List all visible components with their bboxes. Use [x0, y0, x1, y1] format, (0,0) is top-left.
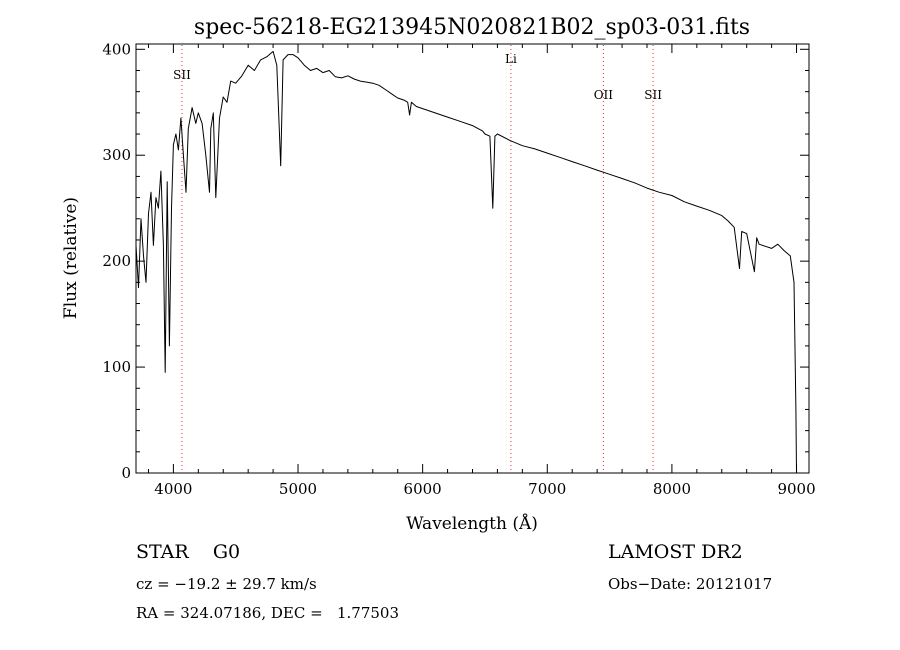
survey-name: LAMOST DR2: [608, 541, 743, 563]
chart-title: spec-56218-EG213945N020821B02_sp03-031.f…: [194, 15, 750, 40]
y-tick-label: 200: [102, 252, 131, 270]
redshift-velocity: cz = −19.2 ± 29.7 km/s: [136, 575, 317, 593]
object-class: STAR G0: [136, 541, 241, 563]
y-tick-label: 100: [102, 358, 131, 376]
x-tick-label: 4000: [154, 480, 192, 498]
spectrum-line-0: [135, 50, 797, 474]
x-tick-label: 8000: [653, 480, 691, 498]
emission-line-markers: SII Li OII SII: [173, 45, 662, 472]
x-tick-label: 7000: [528, 480, 566, 498]
sky-coordinates: RA = 324.07186, DEC = 1.77503: [136, 604, 400, 622]
y-axis: 0 100 200 300 400: [102, 40, 809, 482]
annotation-label-1: Li: [505, 52, 517, 66]
y-tick-label: 300: [102, 146, 131, 164]
annotation-label-2: OII: [594, 88, 614, 102]
x-axis: 4000 5000 6000 7000 8000 9000: [147, 44, 816, 498]
x-axis-label: Wavelength (Å): [406, 513, 538, 534]
observation-date: Obs−Date: 20121017: [608, 575, 773, 593]
x-tick-label: 5000: [279, 480, 317, 498]
annotation-label-3: SII: [644, 88, 662, 102]
spectrum-series: [135, 50, 797, 474]
y-axis-label: Flux (relative): [61, 197, 81, 319]
plot-frame: [135, 43, 810, 474]
x-tick-label: 9000: [777, 480, 815, 498]
y-tick-label: 400: [102, 40, 131, 58]
y-tick-label: 0: [121, 464, 131, 482]
x-tick-label: 6000: [404, 480, 442, 498]
annotation-label-0: SII: [173, 68, 191, 82]
